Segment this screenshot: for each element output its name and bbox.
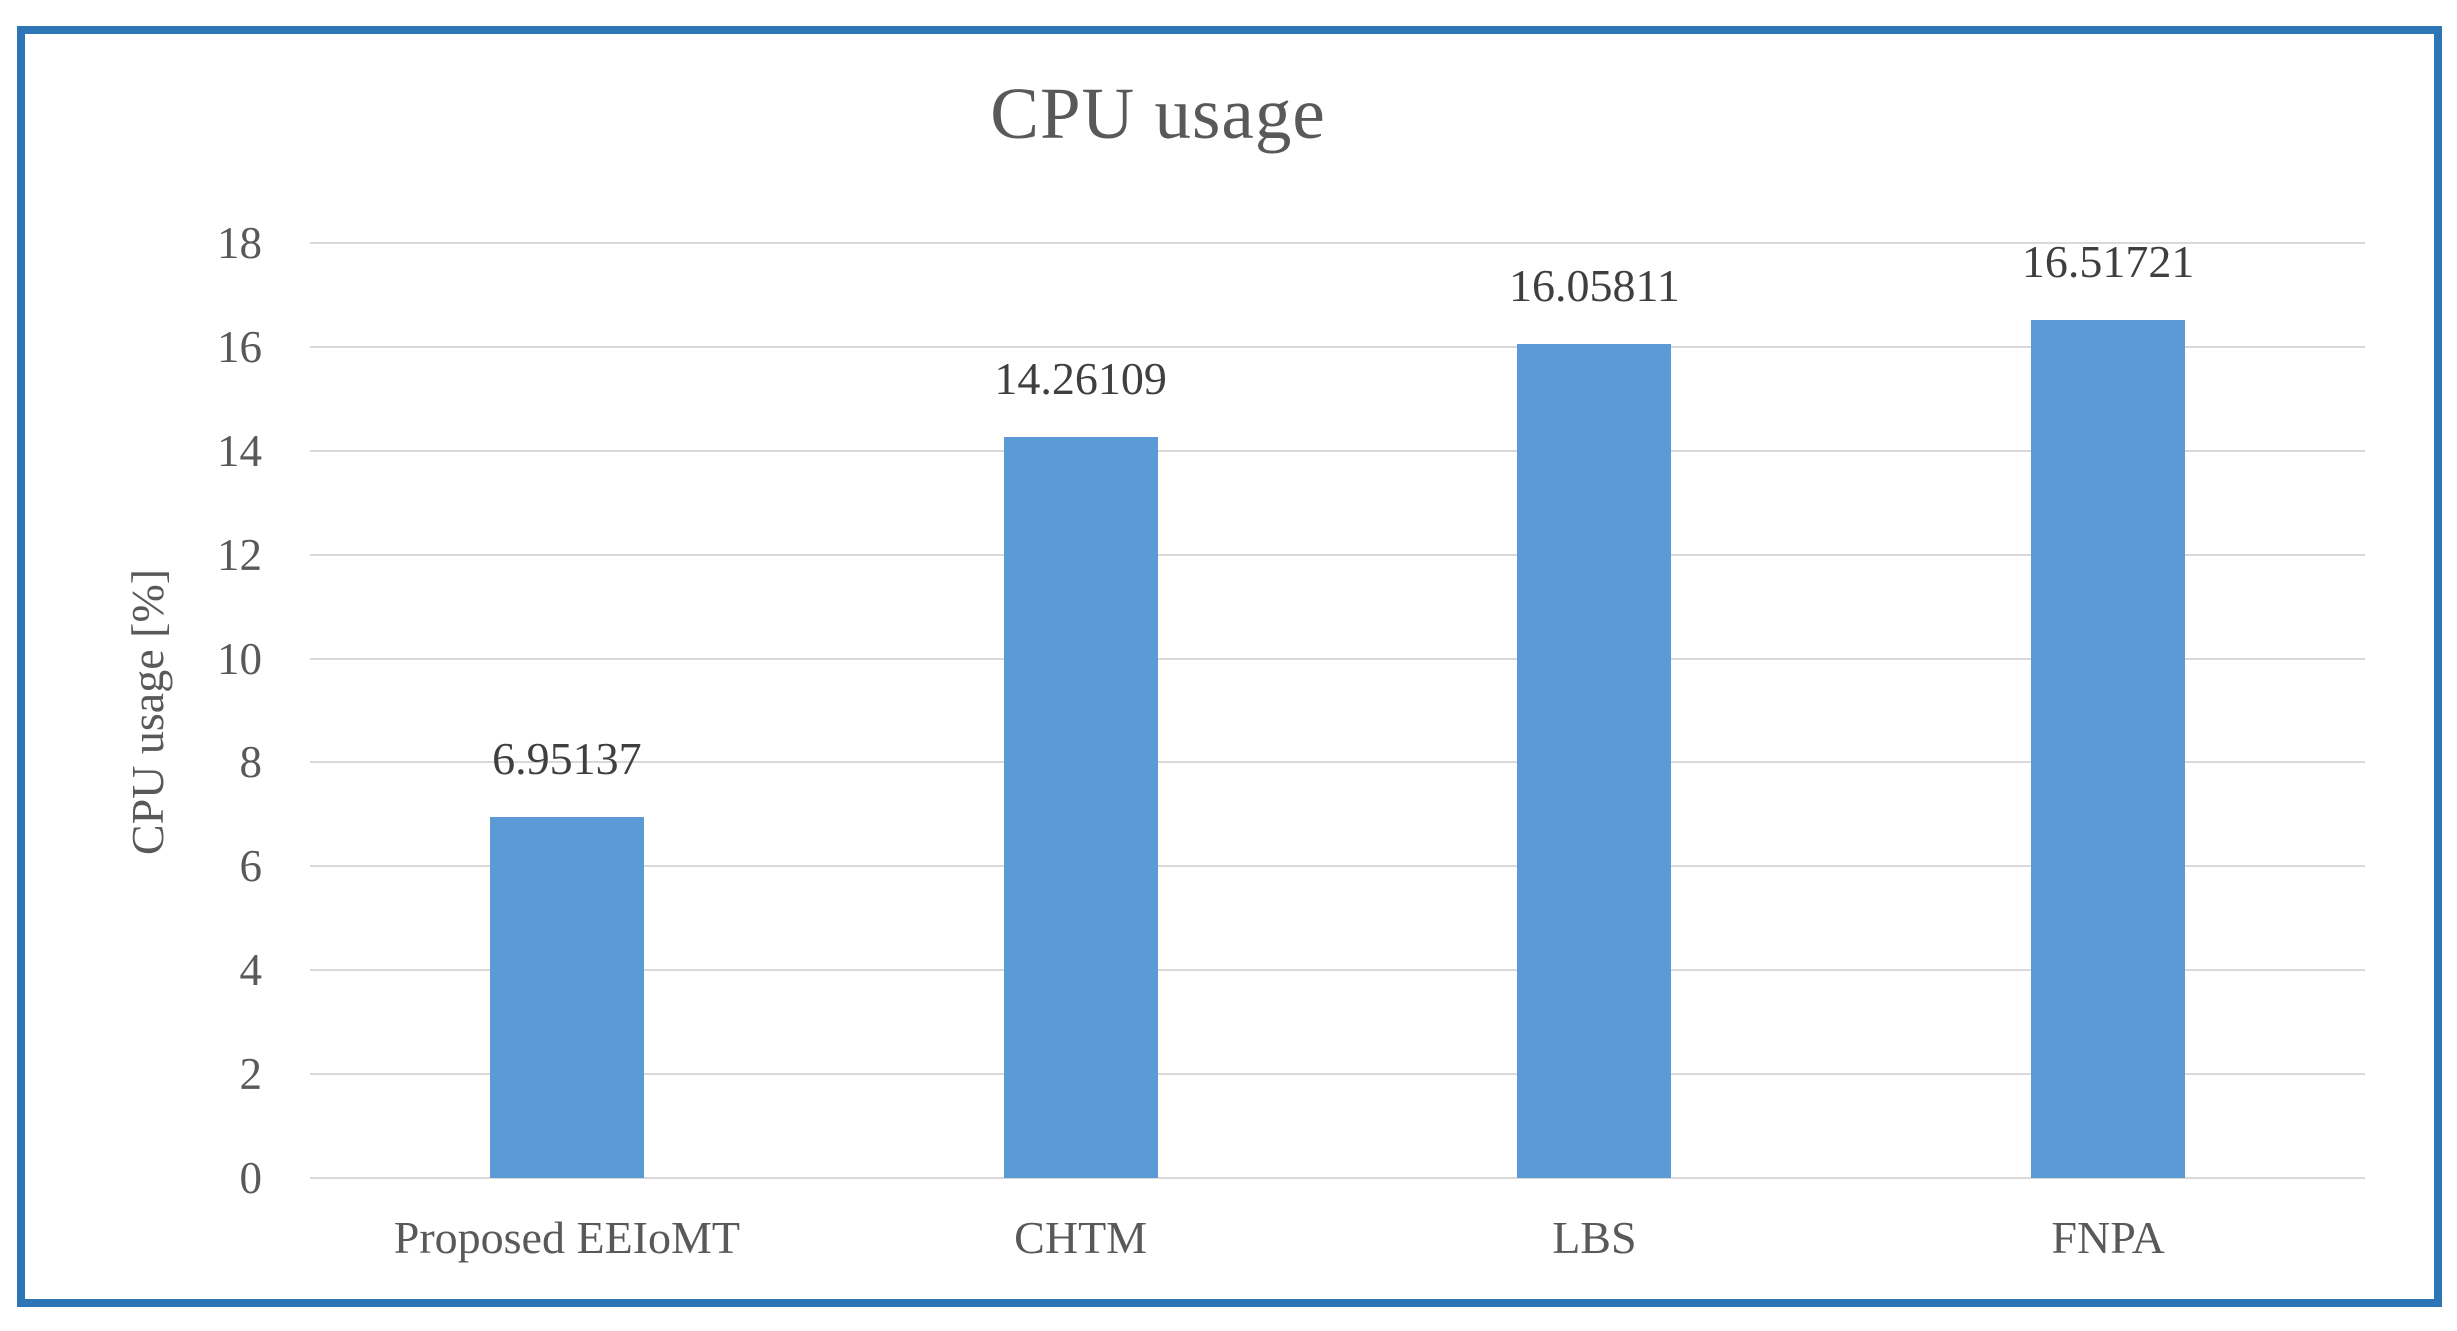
gridline-6 — [310, 865, 2365, 868]
bar-value-label-fnpa: 16.51721 — [2021, 236, 2195, 288]
bar-proposed-eeiomt — [489, 816, 644, 1178]
bar-chtm — [1003, 437, 1158, 1178]
y-tick-label-12: 12 — [217, 529, 262, 580]
bar-value-label-proposed-eeiomt: 6.95137 — [492, 732, 642, 784]
chart-border-frame — [17, 26, 2442, 1307]
bar-lbs — [1517, 343, 1672, 1178]
gridline-12 — [310, 553, 2365, 556]
bar-value-label-chtm: 14.26109 — [994, 353, 1167, 405]
gridline-14 — [310, 449, 2365, 452]
x-category-label-proposed-eeiomt: Proposed EEIoMT — [393, 1212, 740, 1263]
bar-fnpa — [2031, 320, 2186, 1178]
y-tick-label-0: 0 — [239, 1153, 263, 1203]
y-tick-label-16: 16 — [217, 321, 262, 372]
gridline-16 — [310, 345, 2365, 348]
y-tick-label-2: 2 — [239, 1049, 263, 1100]
chart-title: CPU usage — [990, 73, 1326, 154]
y-tick-label-4: 4 — [239, 945, 263, 996]
y-tick-label-14: 14 — [217, 425, 262, 476]
gridline-0 — [310, 1177, 2365, 1179]
x-category-label-fnpa: FNPA — [2051, 1212, 2165, 1263]
y-tick-label-6: 6 — [239, 841, 263, 892]
gridline-18 — [310, 242, 2365, 244]
gridline-4 — [310, 969, 2365, 972]
gridline-10 — [310, 657, 2365, 660]
y-tick-label-8: 8 — [239, 737, 263, 788]
bar-value-label-lbs: 16.05811 — [1508, 259, 1680, 311]
y-axis-title: CPU usage [%] — [122, 568, 173, 856]
y-tick-label-18: 18 — [217, 218, 262, 268]
x-category-label-chtm: CHTM — [1014, 1212, 1148, 1263]
gridline-2 — [310, 1073, 2365, 1076]
y-tick-label-10: 10 — [217, 633, 262, 684]
x-category-label-lbs: LBS — [1552, 1212, 1637, 1263]
gridline-8 — [310, 761, 2365, 764]
